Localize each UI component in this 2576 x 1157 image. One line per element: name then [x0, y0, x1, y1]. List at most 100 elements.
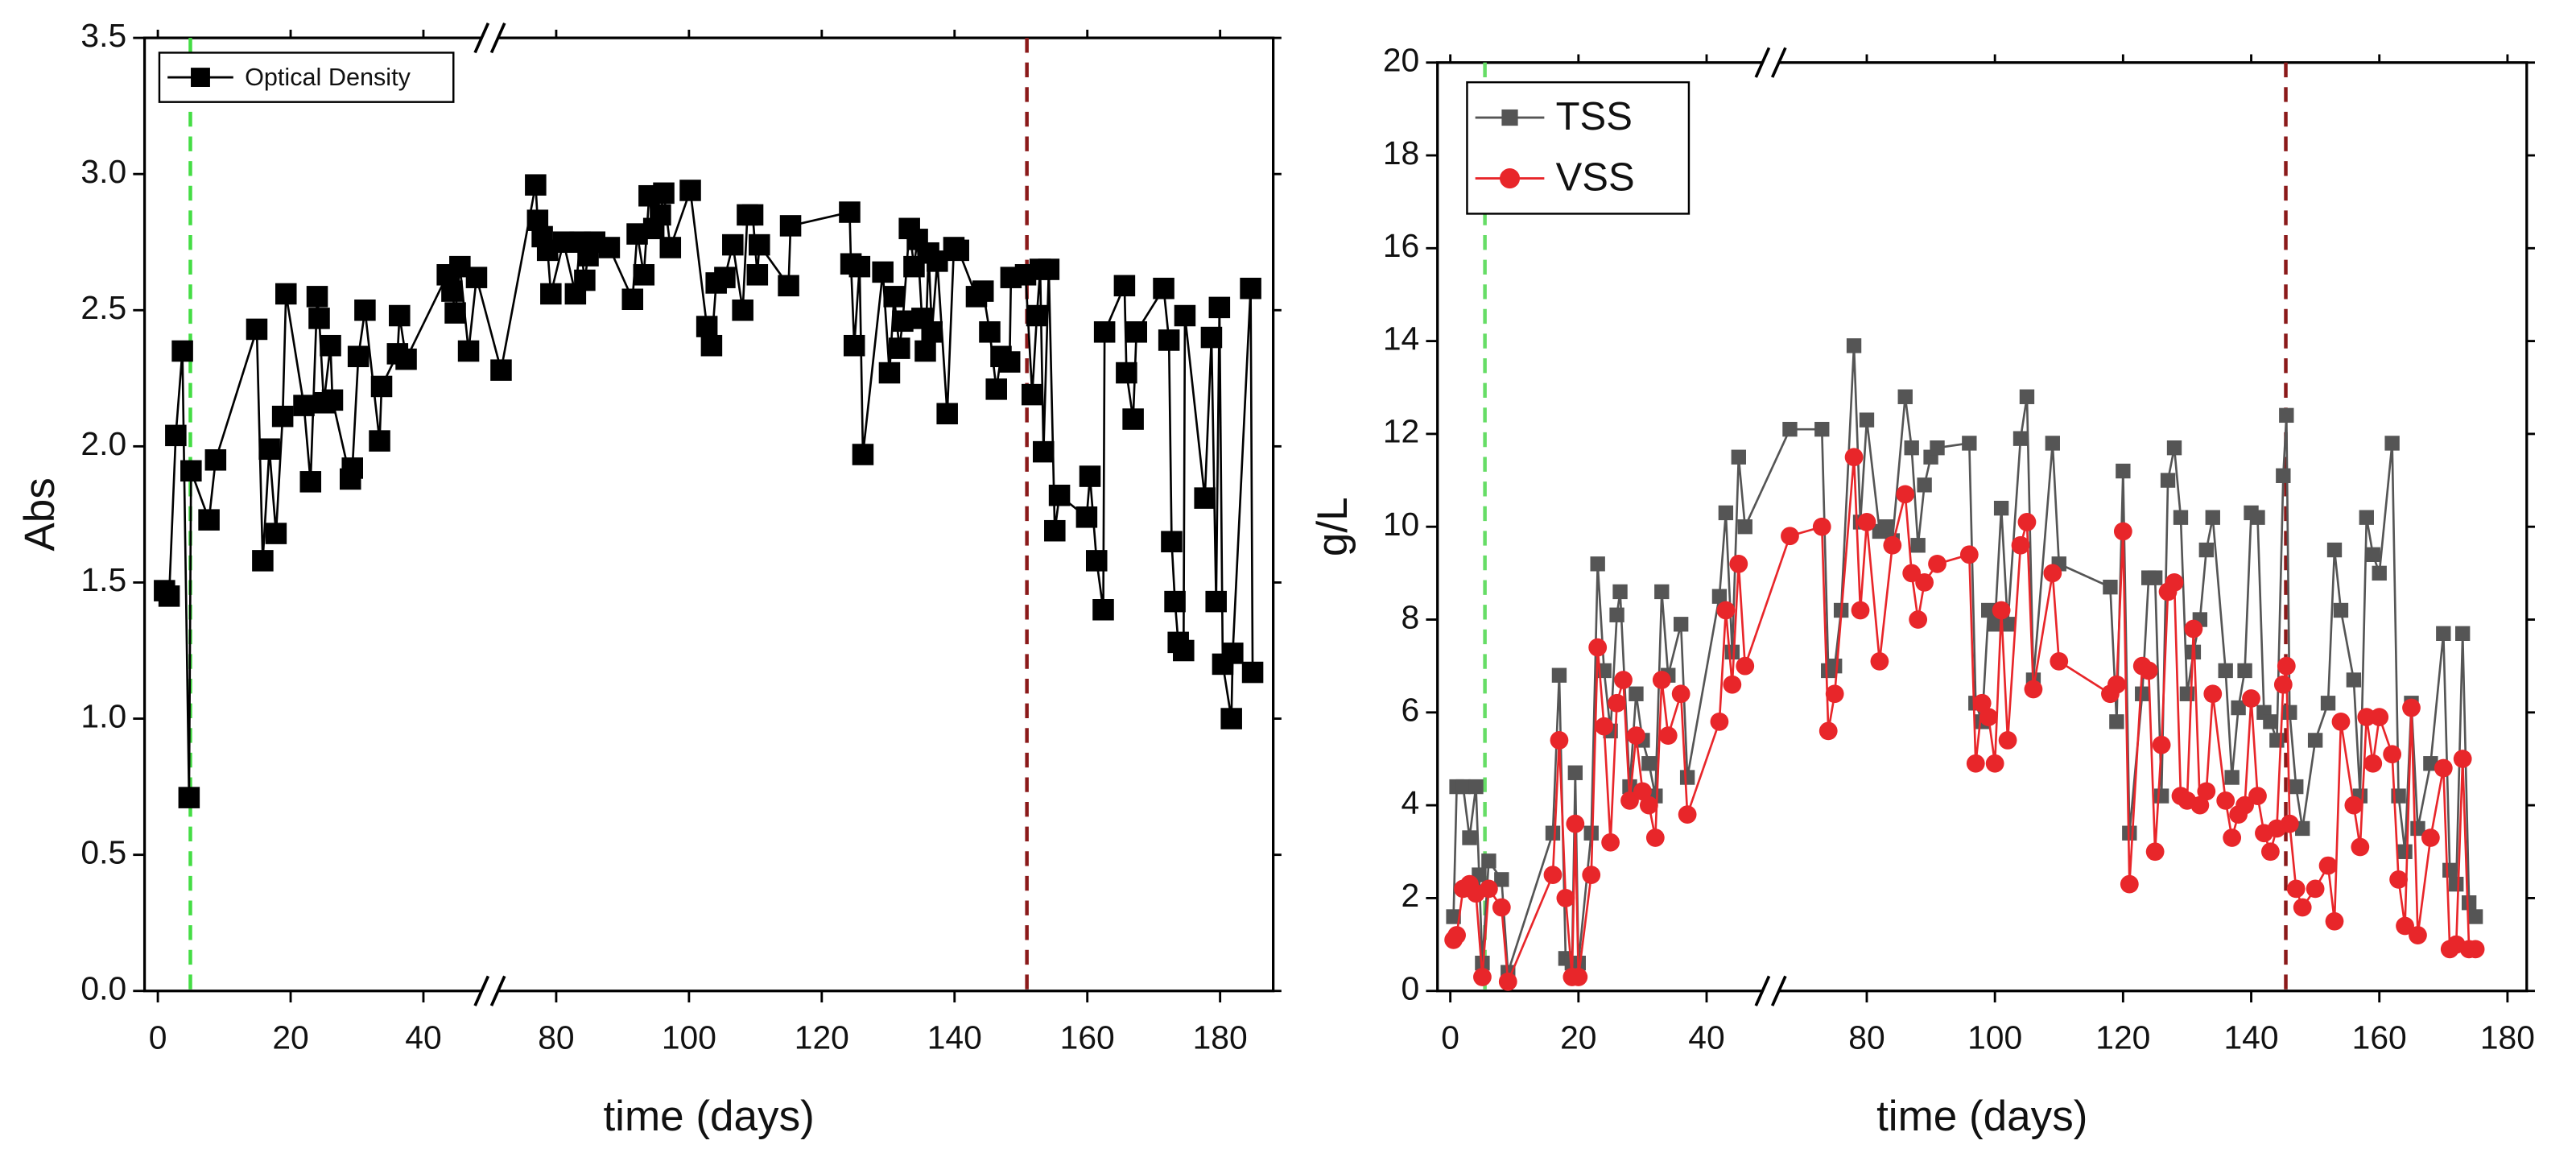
- marker: [2184, 619, 2203, 638]
- marker: [878, 362, 901, 384]
- marker: [679, 180, 701, 201]
- marker: [258, 438, 280, 461]
- marker: [1711, 589, 1728, 604]
- marker: [650, 204, 671, 226]
- marker: [2344, 795, 2363, 815]
- marker: [2019, 389, 2035, 404]
- marker: [1582, 866, 1601, 884]
- marker: [2248, 787, 2267, 805]
- marker: [2017, 513, 2037, 531]
- marker: [1021, 383, 1043, 406]
- marker: [1481, 853, 1496, 869]
- marker: [1846, 338, 1862, 353]
- marker: [598, 237, 621, 258]
- marker: [633, 264, 655, 286]
- marker: [1480, 879, 1498, 899]
- marker: [444, 302, 466, 324]
- axis-break-gap: [481, 23, 498, 53]
- marker: [1608, 693, 1626, 713]
- marker: [465, 267, 488, 288]
- marker: [1678, 805, 1697, 824]
- y-tick-label: 1.5: [80, 561, 126, 598]
- marker: [2135, 686, 2150, 701]
- marker: [2218, 663, 2233, 679]
- marker: [171, 340, 193, 362]
- marker: [525, 174, 547, 196]
- marker: [852, 444, 874, 465]
- marker: [198, 509, 220, 531]
- marker: [1896, 485, 1915, 504]
- marker: [779, 215, 802, 237]
- x-axis-label: time (days): [603, 1093, 814, 1140]
- marker: [321, 389, 344, 411]
- y-tick-label: 0.0: [80, 970, 126, 1007]
- marker: [1447, 926, 1466, 944]
- marker: [1723, 675, 1742, 694]
- y-tick-label: 18: [1383, 134, 1419, 171]
- axis-break-mark: [473, 22, 490, 54]
- marker: [2280, 814, 2299, 833]
- marker: [1550, 731, 1569, 750]
- marker: [1161, 531, 1183, 552]
- marker: [1671, 684, 1690, 704]
- marker: [1026, 304, 1048, 327]
- marker: [2153, 788, 2169, 804]
- legend-label: VSS: [1556, 156, 1635, 200]
- marker: [2276, 468, 2291, 483]
- marker: [1812, 517, 1831, 536]
- marker: [2165, 573, 2184, 592]
- marker: [2277, 656, 2296, 676]
- marker: [1897, 389, 1913, 404]
- marker: [2152, 735, 2171, 754]
- marker: [1153, 277, 1174, 300]
- x-tick-label: 180: [2480, 1019, 2535, 1056]
- marker: [1818, 721, 1838, 741]
- marker: [204, 449, 227, 471]
- marker: [1609, 607, 1624, 622]
- marker: [1992, 601, 2011, 620]
- marker: [306, 286, 328, 308]
- marker: [1930, 440, 1945, 456]
- y-tick-label: 3.0: [80, 153, 126, 190]
- marker: [2307, 733, 2323, 748]
- marker: [2198, 542, 2214, 558]
- marker: [1446, 909, 1461, 924]
- x-tick-label: 100: [1967, 1019, 2022, 1056]
- marker: [2467, 909, 2483, 924]
- series-line: [1452, 457, 2476, 982]
- marker: [2197, 782, 2216, 801]
- marker: [2147, 570, 2163, 585]
- marker: [1987, 617, 2003, 632]
- marker: [947, 239, 969, 262]
- marker: [2000, 617, 2016, 632]
- marker: [1658, 726, 1678, 746]
- y-tick-label: 14: [1383, 320, 1419, 357]
- marker: [2333, 602, 2349, 618]
- marker: [1981, 602, 1996, 618]
- y-tick-label: 3.5: [80, 17, 126, 54]
- marker: [1928, 554, 1946, 573]
- marker: [299, 471, 322, 493]
- marker: [2286, 879, 2306, 899]
- marker: [2224, 770, 2240, 785]
- marker: [1915, 573, 1934, 592]
- marker: [1158, 329, 1180, 351]
- marker: [320, 334, 341, 357]
- marker: [1959, 545, 1979, 564]
- marker: [1639, 795, 1658, 815]
- marker: [1966, 754, 1985, 773]
- marker: [2109, 714, 2124, 729]
- marker: [2289, 779, 2304, 795]
- marker: [2434, 758, 2453, 778]
- marker: [158, 585, 180, 607]
- marker: [2357, 708, 2376, 726]
- marker: [872, 261, 894, 283]
- marker: [457, 340, 480, 362]
- marker: [1736, 656, 1755, 676]
- y-tick-label: 8: [1402, 598, 1420, 635]
- marker: [749, 233, 770, 256]
- marker: [1620, 791, 1639, 810]
- marker: [2402, 698, 2421, 717]
- marker: [271, 405, 294, 428]
